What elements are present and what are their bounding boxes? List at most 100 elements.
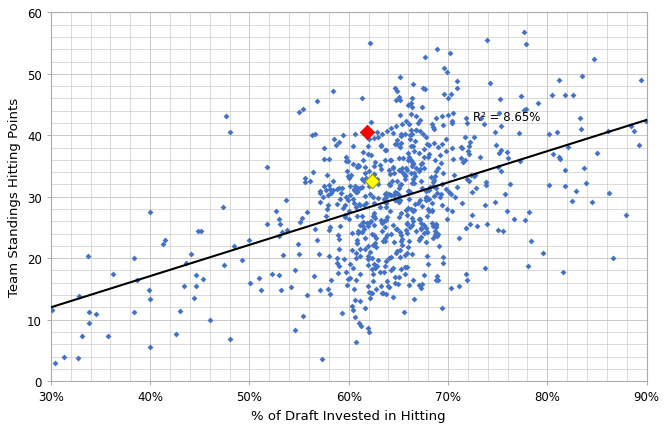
Point [400, 173, 411, 180]
Point [377, 220, 387, 227]
Point [560, 167, 570, 174]
Point [494, 150, 504, 157]
Point [385, 157, 396, 164]
Point [398, 309, 409, 316]
Point [84, 320, 94, 327]
Point [363, 329, 374, 335]
Point [361, 220, 372, 227]
Point [180, 260, 191, 267]
Point [589, 56, 599, 63]
Point [405, 127, 416, 134]
Point [508, 216, 519, 223]
Point [277, 229, 287, 236]
Point [464, 178, 474, 185]
Point [446, 91, 456, 98]
Point [381, 190, 391, 197]
Point [389, 280, 400, 287]
Point [393, 215, 404, 221]
Point [381, 194, 391, 200]
Point [402, 220, 413, 227]
Point [394, 197, 405, 204]
Point [434, 243, 445, 249]
Point [367, 255, 377, 262]
Point [47, 307, 57, 314]
Point [369, 212, 379, 219]
Point [546, 92, 557, 99]
Point [393, 185, 404, 192]
Point [407, 180, 418, 187]
Point [395, 238, 406, 245]
Point [493, 165, 504, 172]
Point [351, 240, 362, 246]
Point [319, 145, 329, 152]
Point [462, 120, 472, 127]
Point [456, 200, 467, 207]
Point [367, 212, 378, 219]
Point [591, 150, 602, 157]
Point [416, 224, 427, 231]
Point [158, 241, 168, 248]
Point [352, 237, 363, 244]
Point [403, 154, 414, 161]
Point [266, 271, 277, 278]
Point [366, 152, 377, 159]
Point [348, 187, 359, 194]
Point [466, 172, 476, 179]
Point [380, 224, 391, 231]
Point [505, 181, 516, 188]
Point [409, 296, 420, 303]
Point [422, 229, 433, 236]
Point [428, 223, 439, 230]
Point [108, 271, 119, 278]
Point [456, 145, 467, 152]
Point [348, 143, 359, 150]
Point [323, 286, 334, 292]
Point [403, 150, 413, 157]
Point [387, 165, 398, 172]
Point [340, 212, 351, 219]
Point [439, 66, 450, 73]
Point [204, 316, 215, 323]
Point [437, 305, 448, 312]
Point [421, 197, 432, 204]
Point [391, 248, 402, 255]
Point [393, 192, 404, 199]
Point [350, 314, 361, 321]
Point [128, 309, 139, 316]
Point [354, 164, 365, 171]
Point [402, 157, 413, 164]
Point [401, 264, 412, 271]
Point [491, 143, 502, 150]
Point [406, 143, 417, 150]
Point [369, 240, 380, 247]
Point [349, 186, 359, 193]
Point [343, 276, 353, 283]
Point [352, 213, 363, 220]
Point [407, 251, 418, 258]
Point [428, 183, 438, 190]
Point [364, 137, 375, 144]
Point [397, 155, 408, 162]
Point [417, 160, 428, 167]
Point [432, 276, 443, 283]
Point [369, 172, 379, 178]
Point [418, 165, 429, 172]
Point [456, 144, 466, 150]
Point [415, 286, 426, 292]
Point [391, 250, 401, 257]
Point [192, 228, 203, 235]
Point [378, 237, 389, 244]
Point [408, 207, 419, 214]
Point [367, 175, 378, 182]
Point [523, 262, 534, 269]
Point [394, 246, 405, 253]
Point [59, 353, 69, 360]
Point [351, 240, 362, 247]
Point [422, 195, 432, 202]
Point [341, 158, 351, 165]
Point [363, 253, 373, 260]
Point [394, 144, 405, 151]
Point [379, 147, 390, 154]
Point [387, 294, 398, 301]
Point [368, 242, 379, 249]
